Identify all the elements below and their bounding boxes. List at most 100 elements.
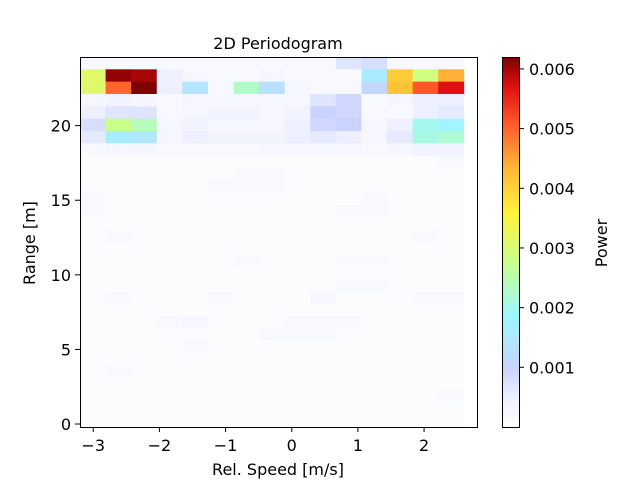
heatmap-cell (438, 266, 465, 280)
heatmap-cell (131, 278, 158, 292)
heatmap-cell (80, 204, 106, 218)
x-tick-label: 1 (353, 436, 363, 455)
heatmap-cell (259, 130, 286, 144)
y-tick-label: 10 (51, 266, 71, 285)
heatmap-cell (387, 93, 414, 107)
heatmap-cell (361, 340, 388, 354)
heatmap-cell (156, 69, 183, 83)
heatmap-cell (284, 402, 311, 416)
heatmap-cell (387, 229, 414, 243)
heatmap-cell (387, 328, 414, 342)
heatmap-cell (259, 217, 286, 231)
y-tick-label: 5 (61, 340, 71, 359)
heatmap-cell (182, 316, 209, 329)
heatmap-cell (80, 93, 106, 107)
heatmap-cell (438, 353, 465, 366)
heatmap-cell (284, 106, 311, 120)
heatmap-cell (131, 377, 158, 391)
heatmap-cell (335, 106, 362, 120)
heatmap-cell (438, 402, 465, 416)
heatmap-cell (335, 414, 362, 428)
heatmap-cell (131, 204, 158, 218)
heatmap-cell (233, 155, 260, 169)
heatmap-cell (438, 106, 465, 120)
heatmap-cell (310, 180, 337, 194)
heatmap-cell (387, 414, 414, 428)
heatmap-cell (233, 57, 260, 70)
heatmap-cell (233, 316, 260, 329)
heatmap-cell (233, 229, 260, 243)
heatmap-cell (412, 57, 439, 70)
heatmap-cell (259, 241, 286, 255)
heatmap-cell (207, 414, 234, 428)
heatmap-cell (259, 118, 286, 132)
heatmap-cell (233, 254, 260, 268)
heatmap-cell (156, 266, 183, 280)
heatmap-cell (412, 402, 439, 416)
heatmap-cell (361, 192, 388, 206)
heatmap-cell (105, 106, 132, 120)
heatmap-cell (412, 93, 439, 107)
heatmap-cell (131, 241, 158, 255)
heatmap-cell (387, 57, 414, 70)
heatmap-cell (361, 365, 388, 379)
heatmap-cell (335, 291, 362, 305)
heatmap-cell (131, 118, 158, 132)
heatmap-cell (310, 328, 337, 342)
heatmap-cell (335, 155, 362, 169)
heatmap-cell (438, 192, 465, 206)
heatmap-cell (387, 353, 414, 366)
heatmap-cell (131, 106, 158, 120)
heatmap-cell (259, 229, 286, 243)
heatmap-cell (80, 377, 106, 391)
heatmap-cell (361, 57, 388, 70)
heatmap-cell (361, 69, 388, 83)
heatmap-cell (259, 291, 286, 305)
heatmap-cell (207, 217, 234, 231)
heatmap-cell (412, 377, 439, 391)
heatmap-cell (80, 365, 106, 379)
heatmap-cell (131, 229, 158, 243)
heatmap-cell (131, 192, 158, 206)
heatmap-cell (207, 118, 234, 132)
heatmap-cell (233, 204, 260, 218)
heatmap-cell (233, 143, 260, 157)
heatmap-cell (438, 278, 465, 292)
heatmap-cell (387, 254, 414, 268)
heatmap-cell (335, 266, 362, 280)
heatmap-cell (284, 180, 311, 194)
heatmap-cell (361, 130, 388, 144)
colorbar-tick-label: 0.004 (529, 179, 575, 198)
colorbar-tick-label: 0.001 (529, 358, 575, 377)
heatmap-cell (233, 106, 260, 120)
heatmap-cell (182, 402, 209, 416)
heatmap-cell (207, 180, 234, 194)
heatmap-cell (207, 130, 234, 144)
heatmap-cell (105, 57, 132, 70)
heatmap-cell (387, 130, 414, 144)
heatmap-cell (259, 254, 286, 268)
heatmap-cell (105, 353, 132, 366)
heatmap-cell (310, 303, 337, 317)
heatmap-cell (105, 81, 132, 95)
heatmap-cell (259, 316, 286, 329)
heatmap-cell (105, 377, 132, 391)
heatmap-cell (105, 143, 132, 157)
heatmap-cell (105, 118, 132, 132)
heatmap-cell (105, 69, 132, 83)
colorbar-tick-label: 0.006 (529, 60, 575, 79)
heatmap-cell (335, 390, 362, 403)
x-axis-label: Rel. Speed [m/s] (212, 460, 344, 479)
heatmap-cell (259, 328, 286, 342)
heatmap-cell (80, 81, 106, 95)
heatmap-cell (335, 69, 362, 83)
heatmap-cell (105, 390, 132, 403)
heatmap-cell (284, 254, 311, 268)
heatmap-cell (80, 130, 106, 144)
heatmap-cell (361, 180, 388, 194)
heatmap-cell (438, 57, 465, 70)
heatmap-cell (156, 167, 183, 181)
heatmap-cell (80, 180, 106, 194)
heatmap-cell (233, 390, 260, 403)
x-axis-ticks: −3 −2 −1 0 1 2 (81, 427, 429, 455)
